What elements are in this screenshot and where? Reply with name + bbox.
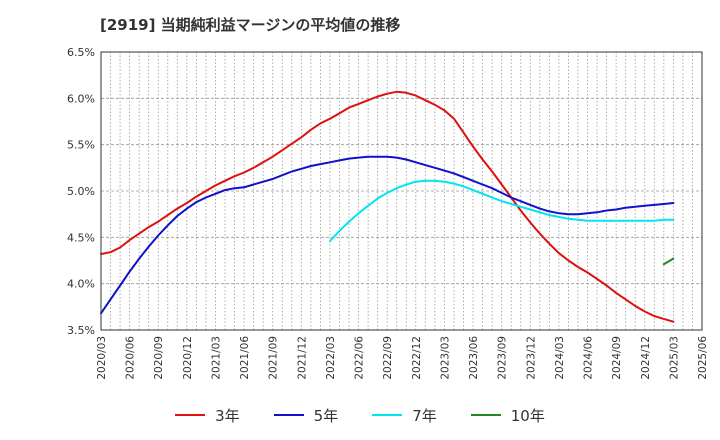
x-tick-label: 2025/03 (668, 336, 680, 380)
y-tick-label: 3.5% (67, 324, 95, 337)
legend-swatch (470, 414, 501, 416)
x-tick-label: 2025/06 (697, 336, 709, 380)
x-tick-label: 2021/03 (210, 336, 222, 380)
y-tick-label: 6.5% (67, 46, 95, 59)
x-tick-label: 2024/03 (554, 336, 566, 380)
series-line-7年 (329, 179, 675, 242)
chart-title: [2919] 当期純利益マージンの平均値の推移 (100, 16, 401, 34)
legend-label: 10年 (510, 406, 545, 425)
x-tick-label: 2021/09 (268, 336, 280, 380)
legend-item: 7年 (372, 405, 437, 426)
x-tick-label: 2020/12 (182, 336, 194, 380)
x-tick-label: 2020/06 (125, 336, 137, 380)
legend-item: 5年 (273, 405, 339, 426)
x-tick-label: 2024/09 (611, 336, 623, 380)
x-tick-label: 2023/09 (497, 336, 509, 380)
x-tick-label: 2023/03 (439, 336, 451, 380)
x-axis-ticks: 2020/03 2020/06 2020/09 2020/12 2021/03 2021/… (96, 336, 709, 380)
x-tick-label: 2022/06 (354, 336, 366, 380)
x-tick-label: 2023/12 (525, 336, 537, 380)
y-axis-ticks: 3.5% 4.0% 4.5% 5.0% 5.5% 6.0% 6.5% (67, 46, 95, 337)
y-tick-label: 4.5% (67, 231, 95, 244)
y-tick-label: 6.0% (67, 92, 95, 105)
legend: 3年 5年 7年 10年 (0, 400, 720, 430)
x-tick-label: 2024/12 (640, 336, 652, 380)
legend-item: 3年 (175, 405, 240, 426)
x-tick-label: 2022/03 (325, 336, 337, 380)
x-tick-label: 2020/09 (153, 336, 165, 380)
series-lines (100, 90, 675, 323)
legend-label: 7年 (412, 406, 437, 425)
x-tick-label: 2020/03 (96, 336, 108, 380)
x-tick-label: 2021/06 (239, 336, 251, 380)
x-tick-label: 2024/06 (583, 336, 595, 380)
x-tick-label: 2023/06 (468, 336, 480, 380)
grid (101, 52, 702, 330)
x-tick-label: 2022/09 (382, 336, 394, 380)
legend-swatch (273, 414, 304, 416)
y-tick-label: 5.5% (67, 139, 95, 152)
legend-label: 5年 (313, 406, 339, 425)
y-tick-label: 5.0% (67, 185, 95, 198)
legend-label: 3年 (215, 406, 240, 425)
y-tick-label: 4.0% (67, 278, 95, 291)
series-line-5年 (100, 155, 675, 315)
x-tick-label: 2021/12 (296, 336, 308, 380)
series-line-10年 (662, 257, 675, 266)
series-line-3年 (100, 90, 675, 323)
plot-frame (100, 51, 703, 331)
x-tick-label: 2022/12 (411, 336, 423, 380)
legend-swatch (175, 414, 206, 416)
legend-swatch (372, 414, 403, 416)
legend-item: 10年 (470, 405, 545, 426)
